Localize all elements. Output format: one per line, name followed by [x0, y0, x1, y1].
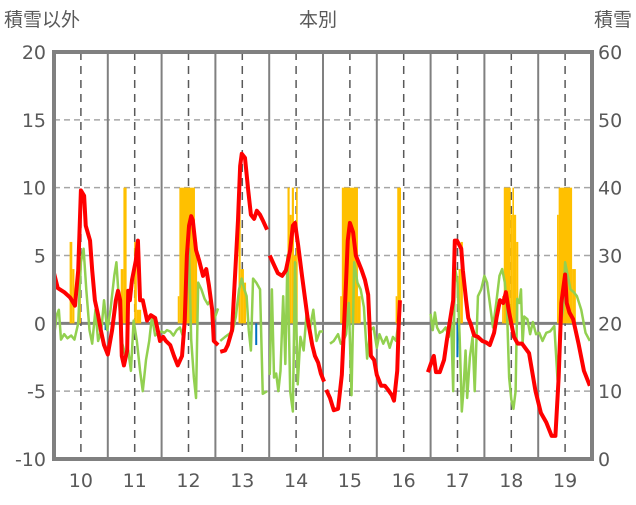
x-tick-label: 11: [123, 470, 147, 492]
snow-bar: [512, 187, 514, 324]
snow-bar: [177, 296, 180, 324]
x-tick-label: 19: [553, 470, 577, 492]
y-left-tick-label: 20: [22, 42, 46, 64]
y-right-tick-label: 0: [598, 449, 610, 471]
snow-bar: [397, 187, 402, 324]
snow-bar: [69, 241, 73, 324]
right-axis-title: 積雪: [594, 9, 632, 31]
green-series-line: [268, 254, 323, 413]
y-right-tick-label: 10: [598, 381, 622, 403]
blue-bar: [456, 323, 459, 358]
y-right-tick-label: 50: [598, 110, 622, 132]
red-series-line: [324, 220, 402, 413]
snow-bar: [296, 187, 298, 324]
snow-bar: [395, 296, 398, 324]
green-series-line: [52, 247, 220, 400]
y-left-tick-label: 10: [22, 178, 46, 200]
snow-bar: [120, 269, 124, 324]
y-right-tick-label: 60: [598, 42, 622, 64]
left-axis-title: 積雪以外: [4, 9, 80, 31]
plot-frame: [52, 50, 594, 461]
y-right-tick-label: 30: [598, 246, 622, 268]
snow-bar: [557, 214, 559, 324]
chart-title: 本別: [299, 9, 337, 31]
red-series-line: [219, 151, 269, 354]
snow-bar: [513, 214, 517, 324]
y-left-tick-label: -5: [27, 381, 46, 403]
snow-bar: [291, 187, 294, 324]
x-tick-label: 10: [69, 470, 93, 492]
snow-bar: [516, 241, 519, 324]
x-tick-label: 17: [445, 470, 469, 492]
snow-bar: [503, 187, 511, 324]
snow-bar: [458, 269, 461, 324]
snow-bar: [572, 269, 576, 324]
snow-bar: [72, 269, 75, 324]
snow-bar: [340, 296, 342, 324]
x-tick-label: 16: [392, 470, 416, 492]
snow-bar: [289, 214, 292, 324]
y-left-tick-label: 5: [34, 246, 46, 268]
y-left-tick-label: 15: [22, 110, 46, 132]
y-right-tick-label: 40: [598, 178, 622, 200]
snow-bar: [238, 187, 241, 324]
x-tick-label: 18: [499, 470, 523, 492]
x-tick-label: 13: [230, 470, 254, 492]
snow-bar: [243, 282, 247, 324]
red-series-line: [52, 188, 220, 368]
snow-bar: [194, 241, 198, 324]
blue-bar: [255, 323, 258, 346]
x-tick-label: 15: [338, 470, 362, 492]
snow-bar: [502, 296, 504, 324]
y-left-tick-label: -10: [15, 449, 46, 471]
snow-bar: [357, 296, 361, 324]
snow-bar: [134, 241, 137, 324]
snow-bar: [123, 187, 127, 324]
snow-bar: [136, 309, 142, 324]
y-right-tick-label: 20: [598, 313, 622, 335]
blue-bar: [104, 323, 107, 331]
y-left-tick-label: 0: [34, 313, 46, 335]
red-series-line: [426, 238, 592, 438]
snow-bar: [240, 269, 244, 324]
x-tick-label: 14: [284, 470, 308, 492]
snow-bar: [510, 214, 513, 324]
x-tick-label: 12: [176, 470, 200, 492]
snow-bar: [460, 241, 463, 324]
red-series-line: [267, 220, 326, 383]
